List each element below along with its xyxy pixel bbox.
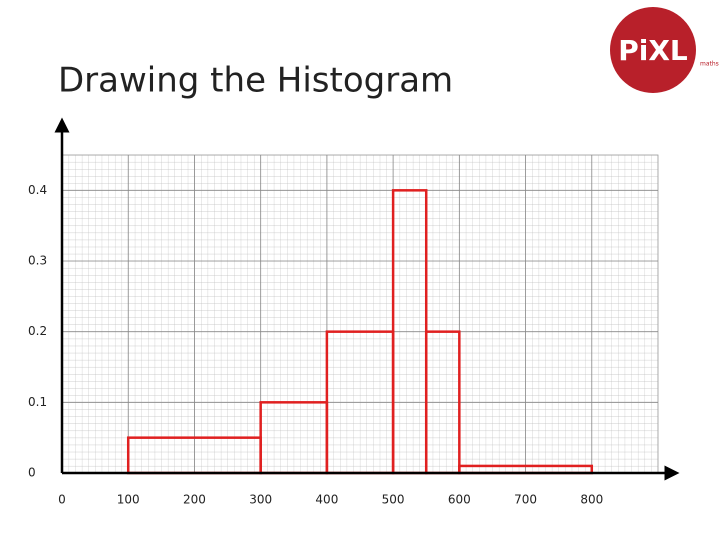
logo: PiXL maths (610, 7, 719, 93)
y-tick-label: 0.2 (28, 324, 47, 338)
x-tick-label: 600 (448, 493, 471, 507)
x-tick-label: 0 (58, 493, 66, 507)
y-tick-label: 0 (28, 466, 36, 480)
x-tick-label: 800 (580, 493, 603, 507)
y-tick-label: 0.1 (28, 395, 47, 409)
graph-paper (61, 154, 659, 474)
slide-title: Drawing the Histogram (58, 61, 453, 101)
x-tick-label: 100 (117, 493, 140, 507)
logo-circle (610, 7, 696, 93)
x-tick-label: 700 (514, 493, 537, 507)
x-tick-label: 200 (183, 493, 206, 507)
y-tick-label: 0.3 (28, 254, 47, 268)
y-tick-label: 0.4 (28, 183, 47, 197)
plot (61, 155, 658, 475)
logo-subtext: maths (700, 61, 719, 68)
x-tick-label: 300 (249, 493, 272, 507)
x-tick-label: 400 (315, 493, 338, 507)
logo-text: PiXL (618, 34, 688, 67)
x-tick-label: 500 (382, 493, 405, 507)
